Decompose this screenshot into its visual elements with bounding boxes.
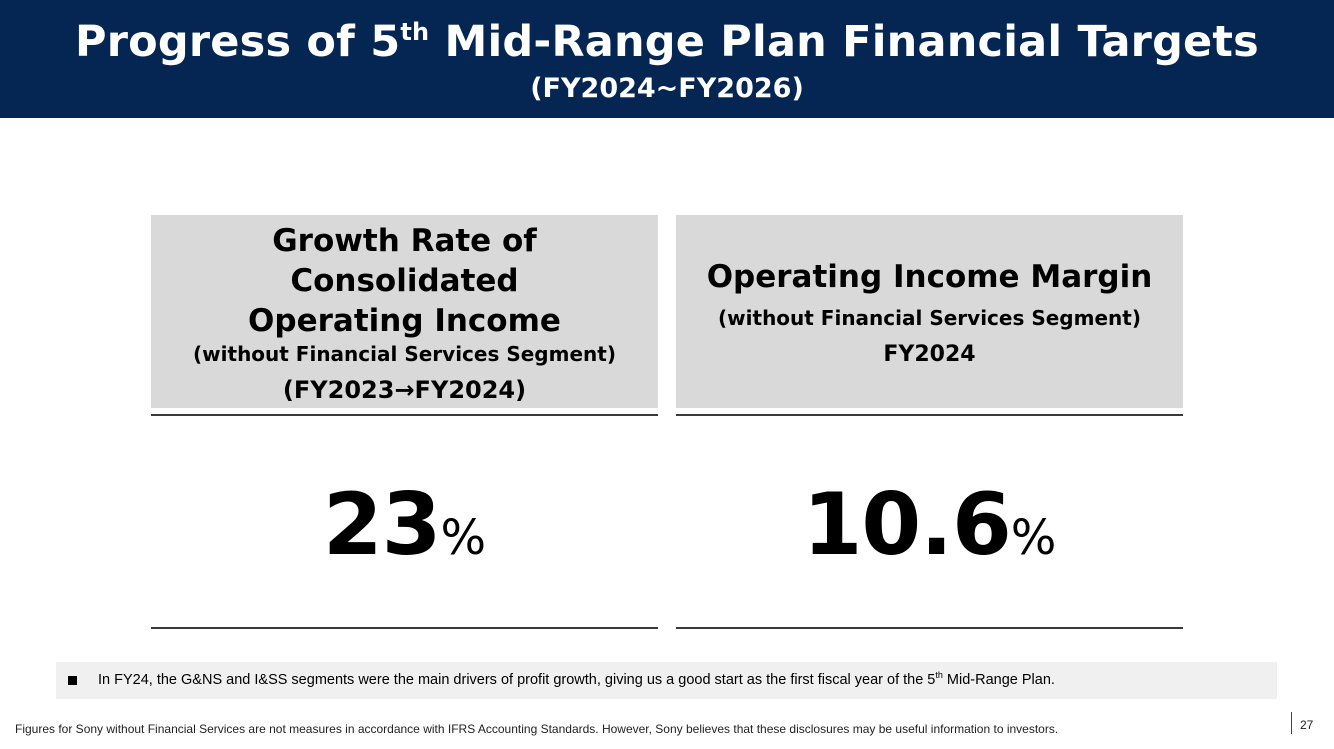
margin-card-qualifier: (without Financial Services Segment) [718, 306, 1141, 330]
note-superscript: th [935, 670, 943, 680]
title-text-end: Mid-Range Plan Financial Targets [429, 17, 1259, 67]
slide-title: Progress of 5th Mid-Range Plan Financial… [0, 16, 1334, 68]
margin-number: 10.6 [802, 475, 1012, 575]
square-bullet-icon [68, 676, 77, 685]
growth-card-heading-line3: Operating Income [248, 303, 561, 339]
growth-card-qualifier: (without Financial Services Segment) [193, 342, 616, 366]
page-number: 27 [1300, 718, 1314, 732]
growth-rate-unit: % [440, 510, 487, 566]
slide-subtitle: (FY2024~FY2026) [530, 73, 804, 104]
growth-card-bottom-rule [151, 627, 658, 629]
key-point-note: In FY24, the G&NS and I&SS segments were… [56, 662, 1277, 699]
slide-header: Progress of 5th Mid-Range Plan Financial… [0, 0, 1334, 118]
margin-card-period: FY2024 [883, 342, 976, 367]
growth-rate-value: 23% [151, 475, 658, 588]
key-point-text: In FY24, the G&NS and I&SS segments were… [98, 662, 1055, 699]
margin-unit: % [1010, 510, 1057, 566]
title-text-start: Progress of 5 [75, 17, 401, 67]
margin-card-bottom-rule [676, 627, 1183, 629]
note-text-end: Mid-Range Plan. [942, 672, 1055, 688]
title-superscript: th [400, 18, 430, 46]
growth-card-period: (FY2023→FY2024) [282, 376, 527, 404]
footer-disclaimer: Figures for Sony without Financial Servi… [15, 722, 1059, 736]
growth-card-heading-line1: Growth Rate of [272, 223, 537, 259]
margin-card-top-rule [676, 414, 1183, 416]
note-text-start: In FY24, the G&NS and I&SS segments were… [98, 672, 936, 688]
page-number-divider [1291, 712, 1292, 734]
growth-rate-card-header: Growth Rate of Consolidated Operating In… [151, 215, 658, 408]
margin-card-header: Operating Income Margin (without Financi… [676, 215, 1183, 408]
growth-card-top-rule [151, 414, 658, 416]
margin-value: 10.6% [676, 475, 1183, 588]
margin-card-heading: Operating Income Margin [706, 259, 1153, 295]
growth-card-heading-line2: Consolidated [290, 263, 519, 299]
growth-rate-number: 23 [322, 475, 442, 575]
